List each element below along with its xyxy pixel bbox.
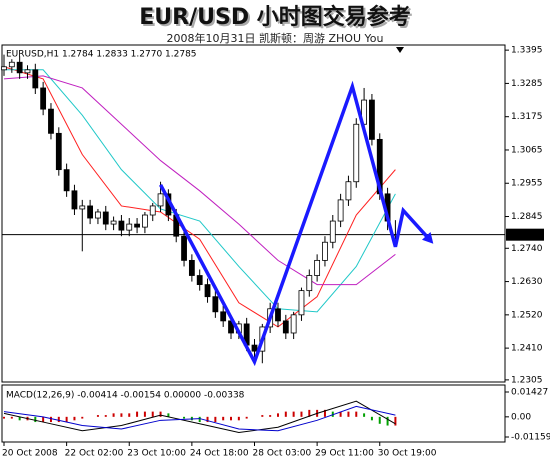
candle-body <box>353 123 360 183</box>
y-tick-label: 1.3395 <box>511 46 543 56</box>
x-tick-label: 30 Oct 19:00 <box>378 449 437 459</box>
x-tick-label: 22 Oct 02:00 <box>65 449 124 459</box>
candle-body <box>8 61 15 68</box>
candle-body <box>24 69 31 74</box>
macd-tick-label: -0.01159 <box>511 433 550 443</box>
x-tick-label: 23 Oct 10:00 <box>127 449 186 459</box>
candle-body <box>55 132 62 171</box>
y-tick-label: 1.2520 <box>511 310 543 320</box>
moving-average <box>3 66 396 328</box>
candle-body <box>329 220 336 243</box>
candle-body <box>16 61 23 74</box>
current-price-label: 1.2785 <box>509 230 541 240</box>
candle-body <box>134 223 140 228</box>
candle-body <box>181 235 187 261</box>
candle-body <box>157 193 164 207</box>
candle-body <box>314 259 321 276</box>
y-tick-label: 1.2740 <box>511 244 543 254</box>
candle-body <box>345 181 352 201</box>
macd-signal <box>3 405 396 432</box>
x-tick-label: 24 Oct 18:00 <box>190 449 249 459</box>
candle-body <box>298 290 305 316</box>
candle-body <box>48 108 54 134</box>
moving-average <box>3 75 396 286</box>
x-tick-label: 28 Oct 03:00 <box>253 449 312 459</box>
candle-body <box>102 211 109 225</box>
candle-body <box>322 241 328 261</box>
candle-body <box>282 320 289 334</box>
candle-body <box>220 311 227 322</box>
candle-body <box>32 69 39 89</box>
candle-body <box>188 259 195 276</box>
x-tick-label: 29 Oct 11:00 <box>315 449 374 459</box>
macd-panel <box>1 384 506 443</box>
moving-average <box>4 69 396 313</box>
macd-main <box>3 400 396 434</box>
candle-body <box>204 284 211 298</box>
candle-body <box>142 214 148 228</box>
candle-body <box>306 275 313 292</box>
chart-subtitle: 2008年10月31日 凯斯顿：周游 ZHOU You <box>167 31 384 45</box>
macd-header: MACD(12,26,9) -0.00414 -0.00154 0.00000 … <box>6 391 245 401</box>
current-price-box <box>506 228 544 241</box>
candle-body <box>71 190 78 210</box>
candle-body <box>118 220 125 231</box>
y-tick-label: 1.3175 <box>511 112 543 122</box>
y-tick-label: 1.3285 <box>511 79 543 89</box>
y-tick-label: 1.2630 <box>511 277 543 287</box>
candle-body <box>95 211 101 219</box>
candle-body <box>212 296 219 313</box>
trend-arrow-head <box>421 232 434 244</box>
candle-body <box>275 308 281 322</box>
candle-body <box>63 169 70 192</box>
candle-body <box>290 314 297 334</box>
price-panel <box>1 44 506 383</box>
candle-body <box>40 87 47 110</box>
macd-tick-label: 0.01427 <box>511 387 548 397</box>
candle-body <box>1 66 7 71</box>
candle-body <box>369 99 375 140</box>
candle-body <box>251 344 258 352</box>
macd-tick-label: 0.00 <box>511 412 531 422</box>
candle-body <box>110 220 117 225</box>
candle-body <box>126 223 133 231</box>
candle-body <box>149 205 156 216</box>
shift-marker <box>396 47 404 53</box>
price-header: EURUSD,H1 1.2784 1.2833 1.2770 1.2785 <box>6 50 197 60</box>
candle-body <box>79 205 86 210</box>
candle-body <box>196 275 203 285</box>
y-tick-label: 1.2305 <box>511 375 543 385</box>
candle-body <box>337 199 344 222</box>
trend-arrow <box>159 80 432 367</box>
chart-title-shadow: EUR/USD 小时图交易参考 <box>141 6 413 32</box>
y-tick-label: 1.2410 <box>511 344 543 354</box>
y-tick-label: 1.3065 <box>511 145 543 155</box>
x-tick-label: 20 Oct 2008 <box>2 449 58 459</box>
y-tick-label: 1.2955 <box>511 179 543 189</box>
chart-title: EUR/USD 小时图交易参考 <box>139 4 411 30</box>
candle-body <box>87 205 94 219</box>
y-tick-label: 1.2845 <box>511 212 543 222</box>
